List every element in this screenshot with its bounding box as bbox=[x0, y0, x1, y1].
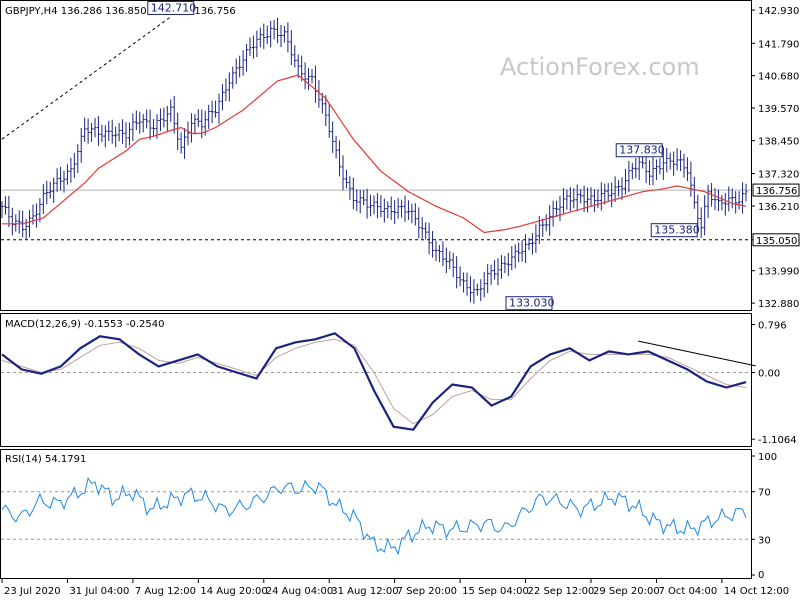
time-tick-label: 7 Oct 04:00 bbox=[658, 586, 717, 597]
moving-average-line bbox=[2, 74, 747, 234]
time-tick-label: 24 Aug 04:00 bbox=[266, 586, 333, 597]
rsi-tick-label: 0 bbox=[758, 570, 764, 581]
rsi-line bbox=[1, 476, 747, 556]
rsi-tick-label: 100 bbox=[758, 452, 777, 463]
price-annotation-label: 133.030 bbox=[509, 297, 555, 310]
price-trendline bbox=[1, 16, 172, 140]
rsi-plot: 100 70 30 0 bbox=[1, 452, 777, 581]
price-tick-label: 132.880 bbox=[758, 299, 799, 310]
rsi-header: RSI(14) 54.1791 bbox=[5, 454, 86, 465]
time-tick-label: 15 Sep 04:00 bbox=[462, 586, 529, 597]
price-tick-label: 139.570 bbox=[758, 104, 799, 115]
price-tick-label: 133.990 bbox=[758, 267, 799, 278]
price-tick-label: 136.210 bbox=[758, 202, 799, 213]
price-axis: 142.930 141.790 140.680 139.570 138.450 137.3… bbox=[751, 6, 800, 310]
time-tick-label: 23 Jul 2020 bbox=[4, 586, 61, 597]
macd-tick-label: -1.1064 bbox=[758, 435, 797, 446]
price-annotation-box bbox=[615, 143, 663, 158]
price-annotation-box bbox=[147, 0, 195, 15]
current-price-tag-box bbox=[752, 183, 800, 197]
time-tick-label: 31 Aug 12:00 bbox=[331, 586, 398, 597]
price-tick-label: 137.320 bbox=[758, 170, 799, 181]
price-annotation-box bbox=[650, 223, 698, 238]
time-axis: 23 Jul 2020 31 Jul 04:00 7 Aug 12:00 14 Aug… bbox=[1, 579, 789, 597]
macd-trendline bbox=[638, 340, 756, 367]
macd-main-line bbox=[1, 332, 747, 431]
current-price-tag: 136.756 bbox=[756, 186, 797, 197]
price-annotation-label: 135.380 bbox=[654, 224, 700, 237]
macd-signal-line bbox=[1, 338, 747, 425]
price-plot: 142.710 137.830 135.380 133.030 bbox=[0, 0, 751, 311]
time-tick-label: 7 Aug 12:00 bbox=[135, 586, 196, 597]
price-annotation-box bbox=[505, 296, 553, 311]
price-tick-label: 140.680 bbox=[758, 72, 799, 83]
rsi-panel-frame bbox=[0, 449, 752, 579]
time-tick-label: 14 Aug 20:00 bbox=[200, 586, 267, 597]
macd-plot: 0.796 0.00 -1.1064 bbox=[1, 320, 797, 446]
watermark: ActionForex.com bbox=[500, 53, 700, 81]
price-annotation-label: 137.830 bbox=[619, 144, 665, 157]
time-tick-label: 7 Sep 20:00 bbox=[397, 586, 457, 597]
macd-tick-label: 0.00 bbox=[758, 368, 780, 379]
support-price-tag: 135.050 bbox=[756, 236, 797, 247]
price-tick-label: 141.790 bbox=[758, 39, 799, 50]
support-price-tag-box bbox=[752, 233, 800, 247]
macd-header: MACD(12,26,9) -0.1553 -0.2540 bbox=[5, 319, 165, 330]
time-tick-label: 29 Sep 20:00 bbox=[593, 586, 660, 597]
price-tick-label: 138.450 bbox=[758, 137, 799, 148]
rsi-tick-label: 30 bbox=[758, 535, 771, 546]
macd-panel-frame bbox=[0, 313, 752, 447]
price-annotation-label: 142.710 bbox=[151, 1, 197, 14]
macd-tick-label: 0.796 bbox=[758, 320, 787, 331]
time-tick-label: 31 Jul 04:00 bbox=[69, 586, 129, 597]
time-tick-label: 14 Oct 12:00 bbox=[724, 586, 789, 597]
price-header: GBPJPY,H4 136.286 136.850 136.241 136.75… bbox=[5, 6, 236, 17]
price-panel-frame bbox=[0, 0, 752, 311]
rsi-tick-label: 70 bbox=[758, 488, 771, 499]
time-tick-label: 22 Sep 12:00 bbox=[528, 586, 595, 597]
price-tick-label: 142.930 bbox=[758, 6, 799, 17]
